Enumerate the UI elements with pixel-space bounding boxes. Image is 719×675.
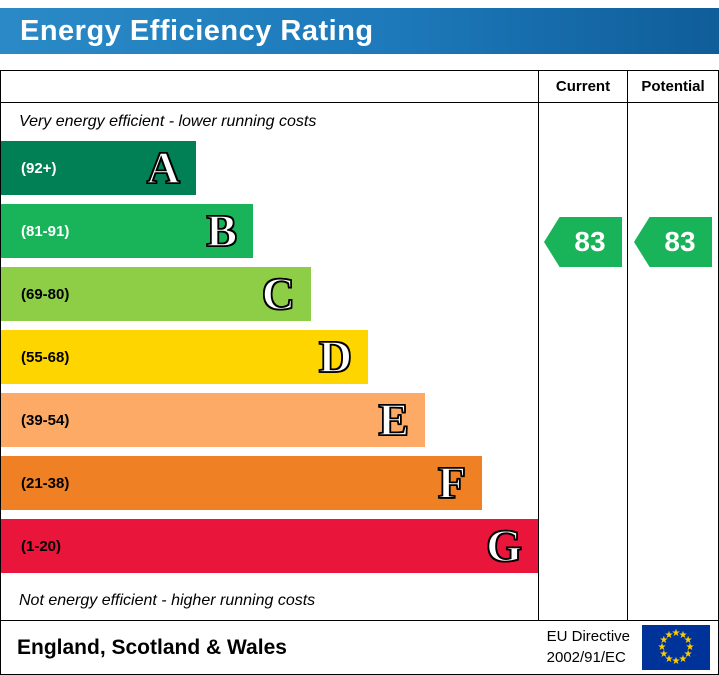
band-range: (92+) xyxy=(21,159,57,177)
chart-footer: England, Scotland & Wales EU Directive 2… xyxy=(1,620,718,674)
star-icon: ★ xyxy=(671,655,681,667)
band-range: (81-91) xyxy=(21,222,70,240)
band-b: (81-91) B xyxy=(1,204,253,258)
eu-directive-label: EU Directive 2002/91/EC xyxy=(547,627,630,668)
page-title: Energy Efficiency Rating xyxy=(20,14,374,47)
chart-header: Current Potential xyxy=(1,71,718,103)
current-column-header: Current xyxy=(538,71,627,102)
potential-column-header: Potential xyxy=(627,71,718,102)
star-icon: ★ xyxy=(685,641,695,653)
band-range: (69-80) xyxy=(21,285,70,303)
potential-rating-arrow: 83 xyxy=(634,217,712,267)
current-rating-value: 83 xyxy=(574,226,606,257)
star-icon: ★ xyxy=(683,648,693,660)
band-letter: B xyxy=(206,205,238,256)
band-c: (69-80) C xyxy=(1,267,311,321)
band-range: (55-68) xyxy=(21,348,70,366)
star-icon: ★ xyxy=(678,629,688,641)
band-letter: G xyxy=(485,520,522,571)
header-spacer xyxy=(1,71,538,102)
eu-flag-icon: ★ ★ ★ ★ ★ ★ ★ ★ ★ ★ ★ ★ xyxy=(642,625,710,670)
potential-rating-value: 83 xyxy=(664,226,696,257)
band-e: (39-54) E xyxy=(1,393,425,447)
star-icon: ★ xyxy=(664,629,674,641)
chart-body: Very energy efficient - lower running co… xyxy=(1,103,718,620)
eu-directive-line1: EU Directive xyxy=(546,628,630,646)
band-letter: D xyxy=(318,331,353,382)
energy-efficiency-chart: Current Potential Very energy efficient … xyxy=(0,70,719,675)
band-d: (55-68) D xyxy=(1,330,368,384)
band-range: (1-20) xyxy=(21,537,62,555)
bands-area: Very energy efficient - lower running co… xyxy=(1,103,538,620)
eu-directive-line2: 2002/91/EC xyxy=(546,648,626,666)
current-column: 83 xyxy=(538,103,627,620)
bands: (92+) A (81-91) B (69-80) C (55-68) D (3… xyxy=(1,141,538,573)
star-icon: ★ xyxy=(683,634,693,646)
star-icon: ★ xyxy=(657,641,667,653)
band-letter: A xyxy=(146,142,181,193)
title-bar: Energy Efficiency Rating xyxy=(0,8,719,54)
band-f: (21-38) F xyxy=(1,456,482,510)
current-rating-arrow: 83 xyxy=(544,217,622,267)
region-label: England, Scotland & Wales xyxy=(17,635,287,659)
band-letter: C xyxy=(261,268,296,319)
potential-column: 83 xyxy=(627,103,718,620)
band-letter: E xyxy=(378,394,410,445)
bottom-note: Not energy efficient - higher running co… xyxy=(19,592,316,609)
star-icon: ★ xyxy=(678,653,688,665)
band-g: (1-20) G xyxy=(1,519,538,573)
top-note: Very energy efficient - lower running co… xyxy=(19,113,317,130)
band-letter: F xyxy=(437,457,467,508)
star-icon: ★ xyxy=(671,627,681,639)
star-icon: ★ xyxy=(664,653,674,665)
band-a: (92+) A xyxy=(1,141,196,195)
star-icon: ★ xyxy=(659,648,669,660)
band-range: (39-54) xyxy=(21,411,70,429)
band-range: (21-38) xyxy=(21,474,70,492)
star-icon: ★ xyxy=(659,634,669,646)
